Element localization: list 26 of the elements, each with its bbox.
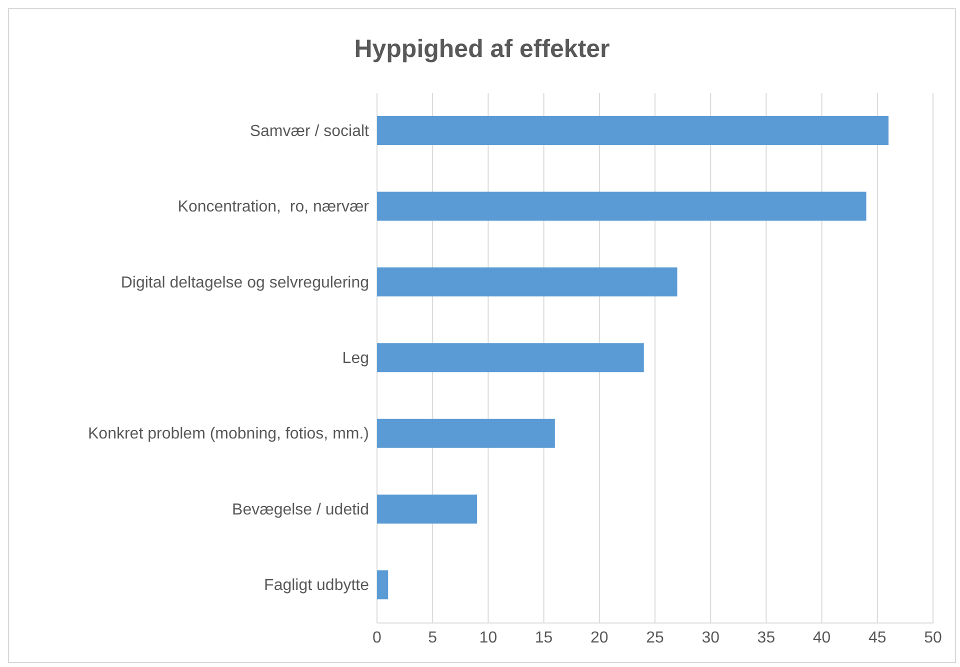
y-tick-label: Leg — [342, 350, 369, 367]
bar — [377, 267, 678, 296]
x-tick-label: 20 — [590, 629, 608, 646]
x-tick-label: 15 — [534, 629, 553, 646]
bar — [377, 418, 555, 448]
chart-title: Hyppighed af effekter — [353, 35, 611, 65]
bar — [377, 192, 866, 221]
bar — [377, 116, 889, 145]
y-tick-label: Digital deltagelse og selvregulering — [120, 274, 369, 292]
y-tick-label: Fagligt udbytte — [264, 577, 370, 594]
x-tick-label: 35 — [757, 629, 776, 646]
bar — [377, 570, 388, 600]
x-tick-label: 25 — [646, 629, 664, 646]
x-tick-label: 45 — [868, 629, 886, 646]
y-tick-label: Konkret problem (mobning, fotios, mm.) — [88, 426, 369, 443]
y-tick-label: Samvær / socialt — [250, 122, 370, 140]
bar — [377, 343, 644, 372]
y-tick-label: Bevægelse / udetid — [232, 501, 369, 518]
x-tick-label: 30 — [702, 629, 720, 646]
x-tick-label: 5 — [428, 629, 438, 646]
y-tick-label: Koncentration, ro, nærvær — [178, 198, 370, 216]
x-tick-label: 40 — [812, 629, 831, 646]
x-tick-label: 10 — [479, 629, 498, 646]
bar — [377, 494, 478, 524]
x-tick-label: 0 — [372, 629, 382, 646]
x-tick-label: 50 — [924, 629, 942, 646]
